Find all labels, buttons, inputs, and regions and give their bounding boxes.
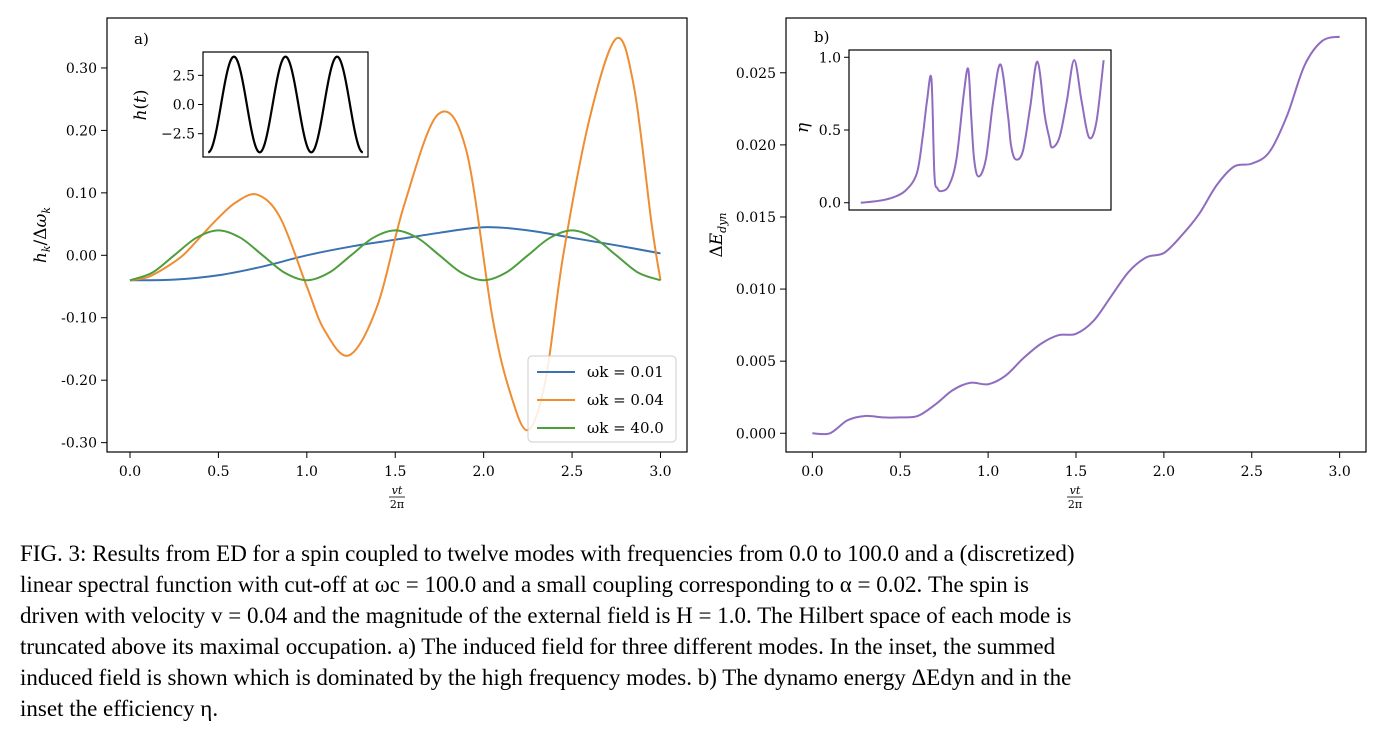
panel-a-x-tick-label: 0.0: [119, 464, 141, 480]
legend-label: ωk = 0.01: [587, 363, 664, 381]
panel-b-x-tick-label: 2.5: [1241, 464, 1263, 480]
panel-b-label: b): [814, 28, 829, 46]
series-line-1: [129, 36, 662, 432]
inset-b-y-tick-label: 0.0: [819, 196, 841, 212]
caption-line: inset the efficiency η.: [20, 696, 219, 721]
legend-box: [527, 355, 677, 443]
panel-b-x-tick-label: 2.0: [1153, 464, 1175, 480]
panel-b-x-tick-label: 3.0: [1329, 464, 1351, 480]
series-line-0: [812, 35, 1340, 436]
inset-a-y-tick-label: −2.5: [161, 127, 195, 143]
panel-a-frame: [106, 17, 688, 453]
figure: a) 0.0 0.5 1.0 1.5 2.0 2.5 3.0 0.30 0.20 0.10 0.0…: [31, 17, 1367, 511]
panel-a-y-tick-label: -0.30: [61, 436, 97, 452]
figure-caption: FIG. 3: Results from ED for a spin coupl…: [20, 538, 1372, 724]
panel-b-series: [812, 35, 1340, 436]
panel-a-x-label: vt 2π: [389, 484, 405, 511]
caption-line: driven with velocity v = 0.04 and the ma…: [20, 603, 1072, 628]
inset-a-y-tick-label: 2.5: [173, 68, 195, 84]
series-line-2: [129, 229, 661, 282]
panel-a-x-tick-label: 2.5: [561, 464, 583, 480]
panel-a-y-tick-label: 0.20: [66, 123, 97, 139]
panel-a-y-tick-label: 0.30: [66, 61, 97, 77]
panel-b-x-tick-label: 1.5: [1065, 464, 1087, 480]
inset-b-y-label: η: [793, 122, 813, 133]
x-label-denominator: 2π: [390, 498, 404, 511]
panel-a-x-tick-label: 1.0: [296, 464, 318, 480]
inset-b-frame: [848, 49, 1112, 211]
panel-b: b) 0.0 0.5 1.0 1.5 2.0 2.5 3.0 0.025 0.020 0.015…: [707, 17, 1367, 511]
panel-b-y-tick-label: 0.025: [736, 66, 776, 82]
panel-a-x-tick-label: 1.5: [384, 464, 406, 480]
panel-a-x-tick-label: 3.0: [649, 464, 671, 480]
panel-b-x-tick-label: 0.5: [889, 464, 911, 480]
x-label-numerator: vt: [392, 484, 403, 497]
panel-a-y-tick-label: -0.10: [61, 311, 97, 327]
panel-b-x-label: vt 2π: [1067, 484, 1083, 511]
panel-a-y-tick-label: -0.20: [61, 373, 97, 389]
panel-b-x-tick-label: 1.0: [977, 464, 999, 480]
panel-a: a) 0.0 0.5 1.0 1.5 2.0 2.5 3.0 0.30 0.20 0.10 0.0…: [31, 17, 688, 511]
caption-line: truncated above its maximal occupation. …: [20, 634, 1056, 659]
caption-line: FIG. 3: Results from ED for a spin coupl…: [20, 541, 1075, 566]
panel-a-y-tick-label: 0.00: [66, 248, 97, 264]
caption-line: induced field is shown which is dominate…: [20, 665, 1072, 690]
panel-b-x-ticks: 0.0 0.5 1.0 1.5 2.0 2.5 3.0: [801, 452, 1351, 480]
panel-a-x-tick-label: 2.0: [473, 464, 495, 480]
panel-b-y-tick-label: 0.015: [736, 210, 776, 226]
x-label-numerator: vt: [1070, 484, 1081, 497]
panel-a-series: [129, 36, 662, 432]
panel-b-y-ticks: 0.025 0.020 0.015 0.010 0.005 0.000: [736, 66, 786, 442]
inset-b-y-tick-label: 1.0: [819, 50, 841, 66]
x-label-denominator: 2π: [1068, 498, 1082, 511]
inset-b-y-tick-label: 0.5: [819, 123, 841, 139]
inset-a-curve: [207, 55, 364, 154]
y-label-text: ΔEdyn: [707, 212, 729, 257]
panel-a-label: a): [134, 30, 149, 48]
inset-a-y-tick-label: 0.0: [173, 98, 195, 114]
inset-a-frame: [202, 51, 369, 158]
panel-b-y-tick-label: 0.000: [736, 426, 776, 442]
panel-a-y-label: hk/Δωk: [31, 207, 53, 264]
panel-b-y-tick-label: 0.010: [736, 282, 776, 298]
inset-b-curve: [860, 59, 1105, 204]
legend-label: ωk = 0.04: [587, 391, 664, 409]
panel-b-inset: 1.0 0.5 0.0 η: [793, 49, 1112, 212]
caption-line: linear spectral function with cut-off at…: [20, 572, 1029, 597]
panel-b-y-tick-label: 0.005: [736, 354, 776, 370]
panel-b-y-tick-label: 0.020: [736, 138, 776, 154]
inset-a-y-label: h(t): [131, 89, 151, 120]
legend-label: ωk = 40.0: [587, 419, 664, 437]
panel-a-inset: 2.5 0.0 −2.5 h(t): [131, 51, 369, 158]
panel-b-x-tick-label: 0.0: [801, 464, 823, 480]
panel-a-y-ticks: 0.30 0.20 0.10 0.00 -0.10 -0.20 -0.30: [61, 61, 107, 452]
panel-a-x-tick-label: 0.5: [207, 464, 229, 480]
panel-b-y-label: ΔEdyn: [707, 212, 729, 257]
legend: ωk = 0.01 ωk = 0.04 ωk = 40.0: [527, 355, 677, 443]
panel-a-y-tick-label: 0.10: [66, 186, 97, 202]
y-label-text: hk/Δωk: [31, 207, 53, 264]
panel-a-x-ticks: 0.0 0.5 1.0 1.5 2.0 2.5 3.0: [119, 452, 672, 480]
